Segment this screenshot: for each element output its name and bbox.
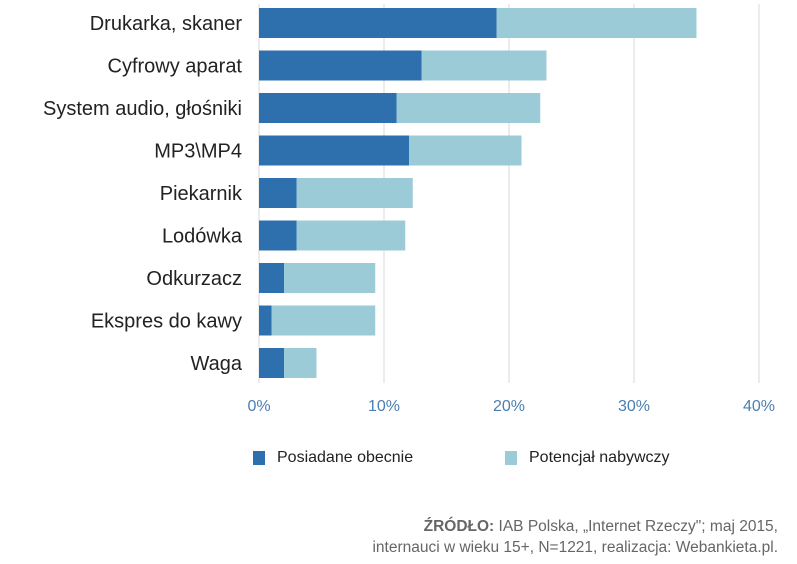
x-tick-label-3: 30% (618, 398, 650, 415)
category-label-0: Drukarka, skaner (90, 13, 243, 35)
category-label-7: Ekspres do kawy (91, 311, 242, 333)
chart-legend: Posiadane obecnie Potencjał nabywczy (0, 449, 797, 471)
legend-item-posiadane: Posiadane obecnie (253, 449, 413, 467)
legend-swatch-potencjal (505, 451, 517, 465)
category-label-6: Odkurzacz (146, 268, 242, 290)
bar-posiadane-8 (259, 348, 284, 378)
bar-potencjal-0 (496, 8, 697, 38)
bar-posiadane-2 (259, 93, 397, 123)
legend-item-potencjal: Potencjał nabywczy (505, 449, 670, 467)
bar-posiadane-1 (259, 50, 422, 81)
category-label-3: MP3\MP4 (154, 141, 242, 163)
bar-posiadane-7 (259, 305, 272, 336)
category-label-4: Piekarnik (160, 183, 243, 205)
source-label: ŹRÓDŁO: (423, 518, 495, 535)
category-label-8: Waga (190, 353, 242, 375)
bar-posiadane-4 (259, 178, 297, 208)
legend-swatch-posiadane (253, 451, 265, 465)
source-text-1: IAB Polska, „Internet Rzeczy"; maj 2015, (498, 518, 778, 535)
bar-potencjal-2 (396, 93, 541, 123)
x-tick-label-2: 20% (493, 398, 525, 415)
bar-potencjal-7 (271, 305, 376, 336)
bar-posiadane-3 (259, 135, 409, 166)
bar-potencjal-1 (421, 50, 547, 81)
bar-posiadane-5 (259, 220, 297, 251)
bar-potencjal-5 (296, 220, 406, 251)
bar-potencjal-3 (409, 135, 522, 166)
bar-potencjal-6 (284, 263, 376, 293)
category-label-5: Lodówka (162, 226, 243, 248)
bar-potencjal-4 (296, 178, 413, 208)
x-tick-label-0: 0% (247, 398, 270, 415)
bar-potencjal-8 (284, 348, 317, 378)
bar-posiadane-6 (259, 263, 284, 293)
bar-posiadane-0 (259, 8, 497, 38)
category-label-1: Cyfrowy aparat (108, 56, 243, 78)
legend-label-posiadane: Posiadane obecnie (277, 449, 414, 466)
source-line-2: internauci w wieku 15+, N=1221, realizac… (372, 539, 778, 556)
source-note: ŹRÓDŁO: IAB Polska, „Internet Rzeczy"; m… (372, 516, 778, 558)
source-line-1: ŹRÓDŁO: IAB Polska, „Internet Rzeczy"; m… (372, 516, 778, 537)
x-tick-label-1: 10% (368, 398, 400, 415)
x-tick-label-4: 40% (743, 398, 775, 415)
legend-label-potencjal: Potencjał nabywczy (529, 449, 670, 466)
stacked-bar-chart: 0% 10% 20% 30% 40% Drukarka, skaner Cyfrowy ap… (43, 4, 775, 415)
category-label-2: System audio, głośniki (43, 98, 242, 120)
